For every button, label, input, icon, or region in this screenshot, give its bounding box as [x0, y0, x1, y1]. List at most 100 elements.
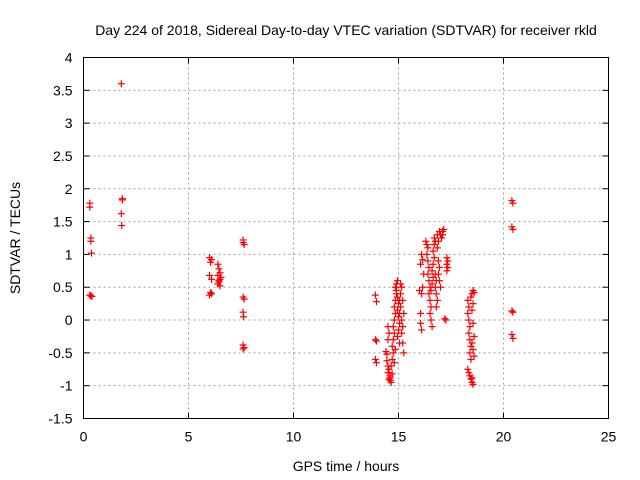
data-point	[442, 316, 450, 324]
data-point	[428, 280, 436, 288]
data-point	[425, 264, 433, 272]
data-point	[214, 260, 222, 268]
data-point	[438, 234, 446, 242]
data-point	[208, 275, 216, 283]
data-point	[118, 222, 126, 230]
data-point	[423, 241, 431, 249]
data-point	[393, 277, 401, 285]
data-point	[428, 323, 436, 331]
data-point	[217, 273, 225, 281]
data-point	[465, 369, 473, 377]
x-tick-label: 0	[80, 429, 88, 445]
data-point	[422, 237, 430, 245]
data-point	[400, 349, 408, 357]
chart-title: Day 224 of 2018, Sidereal Day-to-day VTE…	[95, 22, 597, 38]
data-point	[465, 329, 473, 337]
y-tick-label: 1	[65, 246, 73, 262]
data-point	[240, 241, 248, 249]
data-point	[390, 329, 398, 337]
data-point	[427, 287, 435, 295]
data-point	[389, 323, 397, 331]
data-point	[470, 352, 478, 360]
y-tick-label: 2.5	[53, 148, 73, 164]
data-point	[509, 308, 517, 316]
data-point	[208, 290, 216, 298]
data-point	[87, 237, 95, 245]
y-tick-label: 3.5	[53, 82, 73, 98]
data-point	[419, 283, 427, 291]
data-point	[395, 326, 402, 334]
data-point	[470, 288, 478, 296]
data-point	[509, 199, 517, 207]
data-point	[386, 374, 394, 382]
data-point	[429, 260, 437, 268]
data-point	[395, 313, 402, 321]
data-point	[397, 280, 405, 288]
y-axis-label: SDTVAR / TECUs	[7, 182, 23, 294]
data-point	[419, 256, 427, 264]
data-point	[390, 316, 398, 324]
data-point	[444, 264, 452, 272]
data-point	[392, 287, 400, 295]
data-point	[435, 264, 443, 272]
data-point	[430, 254, 438, 262]
data-point	[117, 80, 125, 88]
y-tick-label: -1	[60, 378, 73, 394]
data-point	[430, 241, 438, 249]
data-point	[390, 303, 398, 311]
data-point	[440, 225, 448, 233]
data-point	[239, 345, 247, 353]
x-tick-label: 25	[601, 429, 617, 445]
data-point	[216, 282, 224, 290]
data-point	[388, 370, 396, 378]
x-tick-label: 20	[496, 429, 512, 445]
data-point	[87, 292, 95, 300]
data-point	[371, 336, 379, 344]
grid-lines	[83, 57, 609, 419]
data-points	[86, 80, 517, 388]
data-point	[469, 380, 477, 388]
data-point	[391, 283, 399, 291]
data-point	[465, 316, 473, 324]
data-point	[443, 254, 451, 262]
data-point	[418, 290, 426, 298]
data-point	[215, 265, 223, 273]
data-point	[469, 319, 477, 327]
data-point	[424, 257, 432, 265]
data-point	[465, 303, 473, 311]
data-point	[464, 365, 472, 373]
data-point	[393, 332, 401, 340]
x-axis-label: GPS time / hours	[293, 458, 400, 474]
data-point	[417, 319, 425, 327]
data-point	[432, 303, 440, 311]
data-point	[417, 309, 425, 317]
data-point	[118, 196, 126, 204]
data-point	[427, 316, 435, 324]
data-point	[398, 316, 406, 324]
data-point	[466, 323, 474, 331]
y-tick-label: 3	[65, 115, 73, 131]
data-point	[372, 298, 380, 306]
data-point	[470, 332, 478, 340]
data-point	[466, 349, 474, 357]
data-point	[468, 339, 476, 347]
x-tick-label: 15	[391, 429, 407, 445]
data-point	[372, 337, 380, 345]
data-point	[387, 362, 395, 370]
data-point	[468, 374, 476, 382]
data-point	[469, 300, 477, 308]
data-point	[372, 359, 380, 367]
data-point	[398, 283, 406, 291]
data-point	[430, 234, 438, 242]
x-tick-label: 10	[286, 429, 302, 445]
data-point	[432, 290, 440, 298]
data-point	[468, 306, 476, 314]
data-point	[391, 346, 399, 354]
y-tick-label: 0.5	[53, 279, 73, 295]
data-point	[423, 250, 431, 258]
data-point	[434, 237, 442, 245]
data-point	[383, 350, 391, 358]
data-point	[435, 277, 443, 285]
data-point	[117, 210, 125, 218]
